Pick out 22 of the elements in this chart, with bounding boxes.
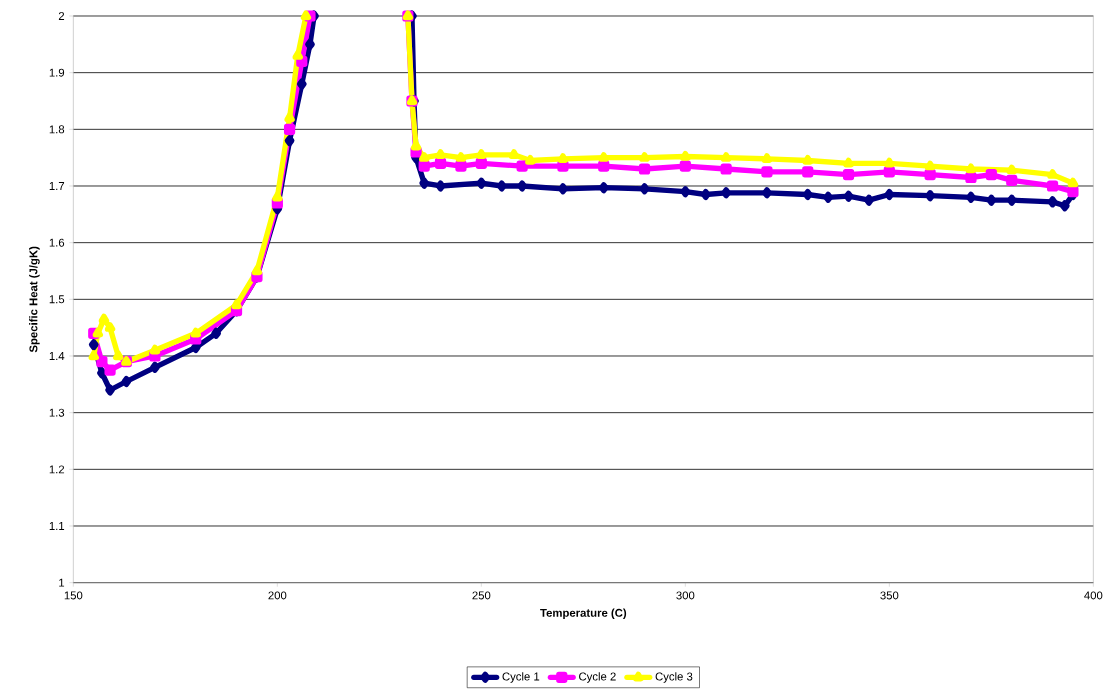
legend-label: Cycle 3 [655,672,693,683]
y-tick-label: 1.4 [49,352,65,360]
y-tick-label: 1.5 [49,295,65,304]
x-tick-label: 400 [1084,591,1103,600]
legend-label: Cycle 1 [502,672,540,683]
x-tick-label: 350 [880,591,899,600]
y-tick-label: 1.3 [49,408,65,417]
legend-label: Cycle 2 [579,672,616,683]
y-tick-label: 1 [59,578,65,587]
y-tick-label: 1.1 [49,522,65,530]
x-tick-label: 250 [472,591,491,600]
y-axis-title: Specific Heat (J/gK) [29,246,40,353]
x-tick-label: 200 [268,591,287,600]
y-tick-label: 1.6 [49,238,65,247]
y-tick-label: 2 [58,12,65,20]
y-tick-label: 1.2 [49,465,65,474]
x-axis-title: Temperature (C) [540,608,627,620]
x-tick-label: 300 [676,591,695,600]
y-tick-label: 1.9 [49,68,65,77]
y-tick-label: 1.8 [49,125,65,134]
x-tick-label: 150 [64,591,83,600]
y-tick-label: 1.7 [49,182,65,190]
